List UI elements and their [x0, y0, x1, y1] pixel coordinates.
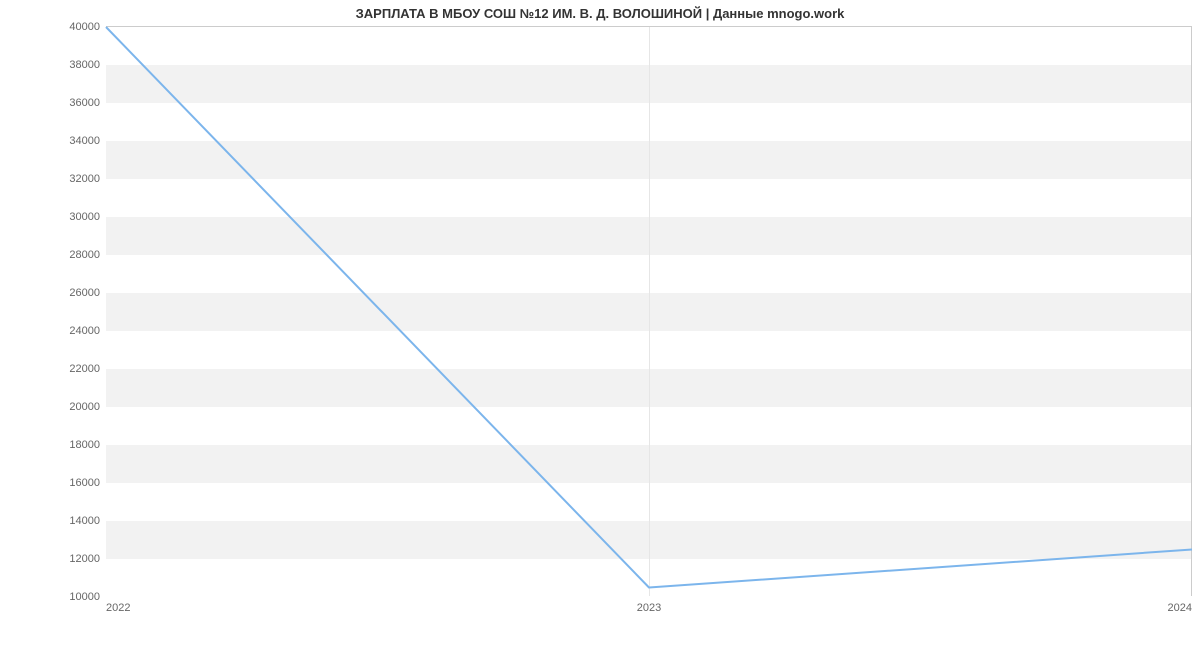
y-axis-label: 34000 [69, 135, 100, 147]
y-axis-label: 14000 [69, 515, 100, 527]
y-axis-label: 26000 [69, 287, 100, 299]
y-axis-label: 16000 [69, 477, 100, 489]
x-axis-label: 2023 [637, 602, 661, 614]
y-axis-label: 24000 [69, 325, 100, 337]
x-axis-label: 2024 [1168, 602, 1192, 614]
y-axis-label: 28000 [69, 249, 100, 261]
y-axis-label: 10000 [69, 591, 100, 603]
chart-title: ЗАРПЛАТА В МБОУ СОШ №12 ИМ. В. Д. ВОЛОШИ… [0, 6, 1200, 21]
y-axis-label: 38000 [69, 59, 100, 71]
plot-area: 1000012000140001600018000200002200024000… [106, 26, 1192, 596]
salary-chart: ЗАРПЛАТА В МБОУ СОШ №12 ИМ. В. Д. ВОЛОШИ… [0, 0, 1200, 650]
y-axis-label: 30000 [69, 211, 100, 223]
y-axis-label: 12000 [69, 553, 100, 565]
line-series [106, 27, 1192, 597]
y-axis-label: 22000 [69, 363, 100, 375]
y-axis-label: 18000 [69, 439, 100, 451]
x-axis-label: 2022 [106, 602, 130, 614]
y-axis-label: 20000 [69, 401, 100, 413]
y-axis-label: 36000 [69, 97, 100, 109]
y-axis-label: 32000 [69, 173, 100, 185]
y-axis-label: 40000 [69, 21, 100, 33]
